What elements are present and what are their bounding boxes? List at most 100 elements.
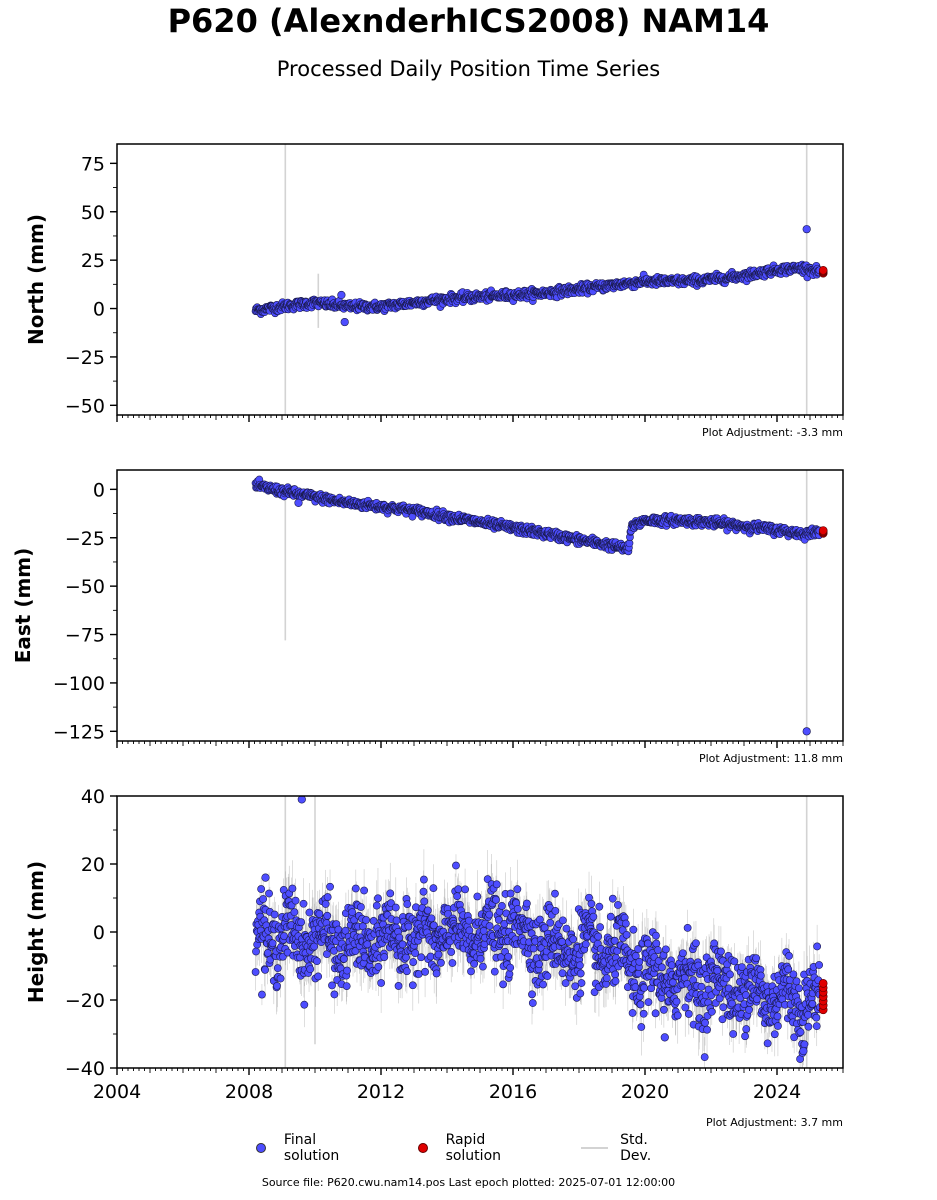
final-solution-point: [470, 959, 479, 968]
final-solution-point: [473, 892, 482, 901]
final-solution-point: [323, 911, 332, 920]
final-solution-point: [602, 974, 611, 983]
final-solution-point: [360, 886, 369, 895]
y-tick-label: 0: [93, 299, 105, 321]
final-solution-point: [342, 982, 351, 990]
final-solution-point: [494, 915, 503, 924]
final-solution-point: [409, 958, 418, 966]
final-solution-point: [492, 895, 500, 904]
y-axis-label: North (mm): [24, 214, 48, 345]
final-solution-point: [476, 954, 485, 963]
final-solution-point: [506, 963, 515, 972]
final-solution-point: [622, 930, 631, 939]
final-solution-point: [258, 990, 266, 999]
y-tick-label: −50: [65, 576, 105, 598]
final-solution-point: [392, 916, 401, 925]
final-solution-point: [654, 946, 662, 954]
final-solution-point: [535, 960, 544, 969]
y-tick-label: −100: [53, 673, 105, 695]
final-solution-point: [576, 989, 585, 998]
final-solution-point: [551, 907, 560, 915]
final-solution-point: [429, 884, 438, 893]
final-solution-point: [461, 885, 469, 894]
y-axis-label: East (mm): [11, 548, 35, 664]
chart-title: P620 (AlexnderhICS2008) NAM14: [167, 2, 770, 40]
final-solution-point: [421, 967, 429, 976]
final-solution-point: [479, 962, 487, 971]
final-solution-point: [479, 926, 488, 935]
final-solution-point: [636, 1000, 645, 1009]
panel-2: −125 −100 −75 −50 −25 0 East (mm) Plot Adjustme…: [11, 469, 844, 765]
final-solution-point: [280, 932, 289, 941]
final-solution-point: [644, 998, 653, 1007]
final-solution-point: [417, 953, 426, 962]
final-solution-point: [326, 882, 334, 891]
final-solution-point: [261, 965, 270, 974]
final-solution-point: [611, 977, 620, 986]
final-solution-point: [529, 944, 538, 953]
final-solution-point: [273, 964, 282, 973]
plot-adjustment-note: Plot Adjustment: -3.3 mm: [702, 426, 843, 439]
final-solution-point: [576, 961, 584, 970]
final-solution-point: [506, 889, 515, 898]
final-solution-point: [380, 953, 389, 961]
final-solution-point: [661, 945, 670, 954]
final-solution-point: [587, 899, 596, 908]
final-solution-point: [673, 1011, 682, 1020]
final-solution-point: [667, 961, 676, 970]
final-solution-point: [500, 920, 509, 928]
final-solution-point: [581, 940, 590, 949]
final-solution-point: [420, 897, 429, 906]
final-solution-point: [571, 982, 580, 991]
outlier-point: [337, 290, 346, 300]
final-solution-point: [315, 909, 324, 918]
final-solution-point: [536, 915, 544, 924]
final-solution-point: [498, 902, 506, 910]
final-solution-point: [343, 966, 351, 975]
final-solution-point: [513, 885, 522, 894]
final-solution-point: [485, 922, 494, 930]
final-solution-point: [562, 924, 571, 933]
final-solution-point: [314, 972, 323, 981]
y-tick-label: 50: [81, 202, 105, 224]
final-solution-point: [505, 970, 514, 978]
final-solution-point: [411, 949, 420, 958]
final-solution-point: [448, 959, 457, 967]
final-solution-point: [374, 962, 383, 971]
plot-area-3: [251, 796, 828, 1068]
final-solution-point: [377, 979, 386, 987]
final-solution-point: [678, 949, 687, 958]
final-solution-point: [437, 958, 445, 967]
outlier-point: [802, 727, 811, 736]
final-solution-point: [447, 948, 456, 956]
final-solution-point: [323, 893, 332, 901]
final-solution-point: [608, 894, 617, 903]
final-solution-point: [362, 916, 370, 924]
final-solution-point: [321, 900, 330, 908]
final-solution-point: [299, 899, 308, 908]
final-solution-point: [268, 939, 277, 948]
final-solution-point: [546, 918, 555, 927]
final-solution-point: [419, 887, 428, 896]
final-solution-point: [558, 916, 567, 925]
final-solution-point: [652, 931, 660, 940]
final-solution-point: [551, 889, 559, 898]
final-solution-point: [432, 969, 441, 978]
final-solution-point: [569, 935, 578, 944]
final-solution-point: [291, 896, 300, 905]
rapid-solution-point: [818, 526, 828, 535]
y-tick-label: −25: [65, 347, 105, 369]
y-tick-label: 25: [81, 250, 105, 272]
final-solution-point: [402, 953, 410, 962]
final-solution-point: [297, 918, 306, 927]
final-solution-point: [528, 990, 536, 999]
final-solution-point: [659, 1005, 668, 1014]
final-solution-point: [402, 967, 411, 976]
final-solution-point: [454, 885, 463, 894]
final-solution-point: [408, 981, 417, 990]
final-solution-point: [651, 1009, 660, 1018]
final-solution-point: [391, 903, 400, 912]
final-solution-point: [330, 990, 339, 999]
final-solution-point: [313, 957, 321, 966]
final-solution-point: [419, 875, 428, 884]
